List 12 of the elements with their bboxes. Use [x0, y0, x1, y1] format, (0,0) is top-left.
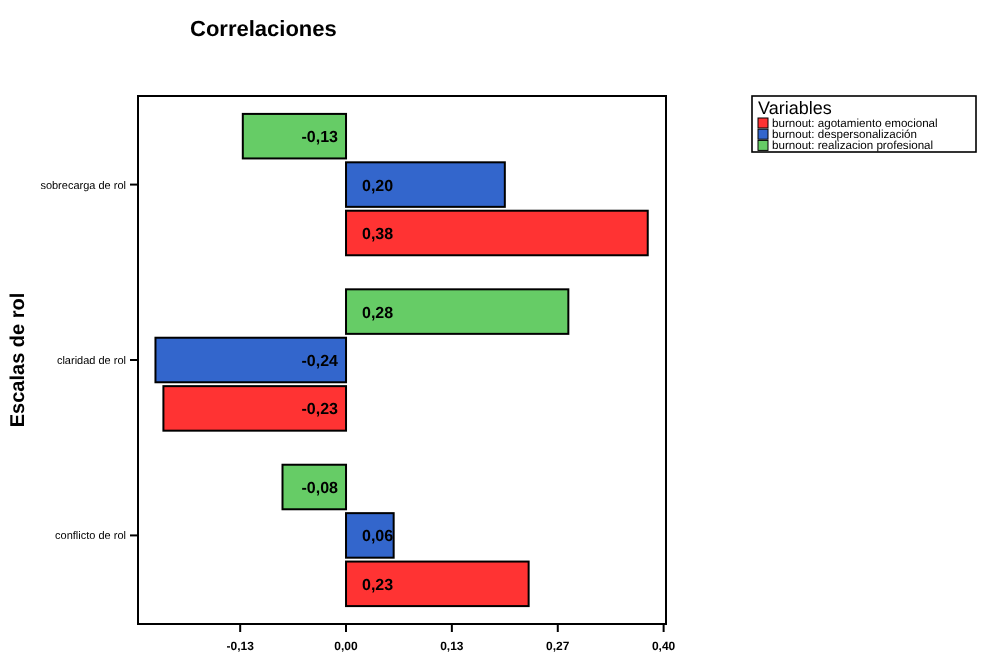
data-label: -0,23 — [301, 400, 340, 419]
legend-title: Variables — [758, 98, 833, 118]
data-label: -0,13 — [301, 128, 340, 147]
data-label: 0,38 — [362, 224, 395, 243]
data-label: 0,28 — [362, 303, 395, 322]
chart-title: Correlaciones — [190, 18, 337, 42]
data-label: 0,20 — [362, 176, 395, 195]
data-label: 0,23 — [362, 575, 395, 594]
data-label: -0,24 — [301, 352, 340, 370]
data-label: -0,08 — [301, 479, 340, 498]
data-label: 0,06 — [362, 527, 395, 546]
y-axis-title: Escalas de rol — [8, 292, 30, 428]
